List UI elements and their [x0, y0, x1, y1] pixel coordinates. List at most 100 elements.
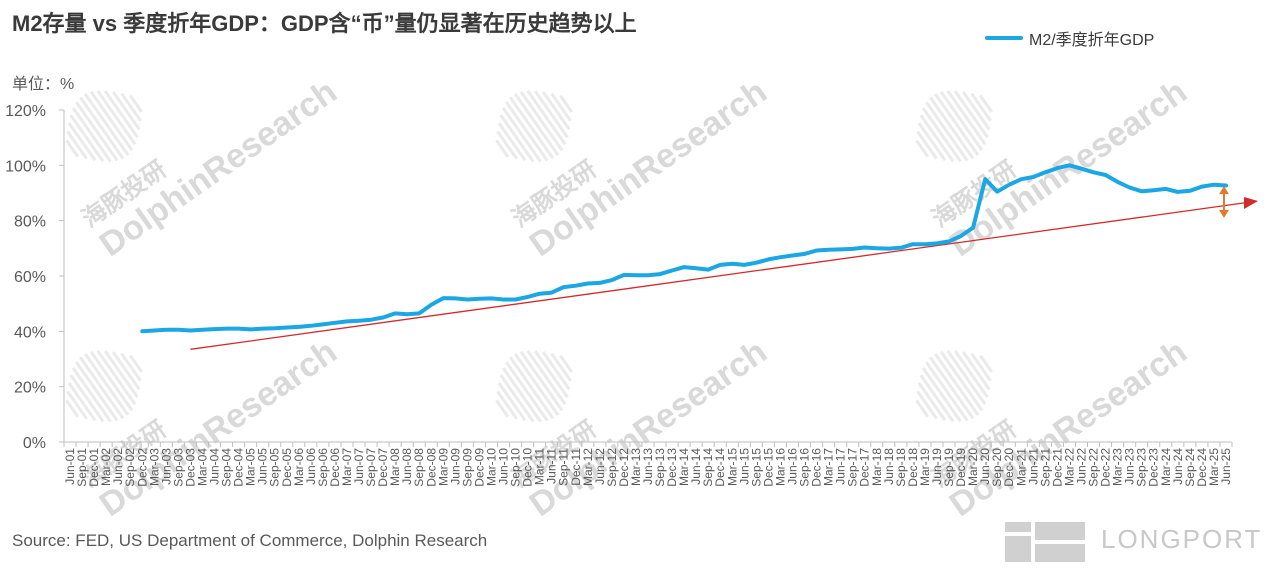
- x-tick-label: Mar-07: [340, 448, 354, 486]
- x-tick-label: Jun-03: [159, 448, 173, 485]
- x-tick-label: Dec-14: [713, 448, 727, 487]
- x-tick-label: Sep-09: [460, 448, 474, 487]
- x-tick-label: Mar-02: [99, 448, 113, 486]
- x-tick-label: Jun-22: [1074, 448, 1088, 485]
- x-tick-label: Mar-23: [1111, 448, 1125, 486]
- watermark-en: DolphinResearch: [523, 333, 774, 525]
- x-tick-label: Dec-05: [280, 448, 294, 487]
- legend-label: M2/季度折年GDP: [1029, 32, 1155, 49]
- x-tick-label: Dec-02: [135, 448, 149, 487]
- x-tick-label: Sep-12: [605, 448, 619, 487]
- legend-swatch: [985, 36, 1023, 40]
- source-note: Source: FED, US Department of Commerce, …: [12, 531, 488, 550]
- y-tick-label: 100%: [5, 158, 46, 175]
- x-tick-label: Mar-12: [581, 448, 595, 486]
- x-tick-label: Dec-04: [232, 448, 246, 487]
- x-tick-label: Jun-11: [545, 448, 559, 484]
- x-tick-label: Jun-25: [1219, 448, 1233, 485]
- x-tick-label: Mar-13: [629, 448, 643, 486]
- x-tick-label: Dec-09: [472, 448, 486, 487]
- x-tick-label: Jun-16: [785, 448, 799, 485]
- x-tick-label: Sep-17: [846, 448, 860, 487]
- x-tick-label: Mar-20: [966, 448, 980, 486]
- x-tick-label: Dec-06: [328, 448, 342, 487]
- y-tick-label: 20%: [14, 380, 46, 397]
- x-tick-label: Dec-24: [1195, 448, 1209, 487]
- x-tick-label: Dec-23: [1147, 448, 1161, 487]
- x-tick-label: Jun-10: [497, 448, 511, 485]
- x-tick-label: Jun-02: [111, 448, 125, 485]
- x-tick-label: Sep-11: [557, 448, 571, 486]
- x-tick-label: Sep-15: [749, 448, 763, 487]
- watermark-en: DolphinResearch: [943, 73, 1194, 265]
- chart-title: M2存量 vs 季度折年GDP：GDP含“币”量仍显著在历史趋势以上: [12, 11, 637, 36]
- watermark-en: DolphinResearch: [93, 73, 344, 265]
- x-tick-label: Sep-20: [990, 448, 1004, 487]
- x-tick-label: Jun-21: [1026, 448, 1040, 485]
- x-tick-label: Mar-15: [725, 448, 739, 486]
- gap-arrow-head-bottom: [1218, 209, 1229, 218]
- x-tick-label: Dec-17: [858, 448, 872, 487]
- x-tick-label: Mar-03: [147, 448, 161, 486]
- longport-logo-icon: [1005, 516, 1087, 562]
- x-tick-label: Sep-21: [1038, 448, 1052, 487]
- x-tick-label: Dec-11: [569, 448, 583, 486]
- annotation-layer: [1218, 186, 1229, 218]
- x-tick-label: Jun-09: [448, 448, 462, 485]
- x-tick-label: Jun-04: [208, 448, 222, 485]
- x-tick-label: Sep-03: [171, 448, 185, 487]
- x-tick-label: Dec-03: [183, 448, 197, 487]
- x-tick-label: Jun-08: [400, 448, 414, 485]
- x-tick-label: Mar-22: [1062, 448, 1076, 486]
- x-tick-label: Jun-12: [593, 448, 607, 485]
- x-tick-label: Sep-04: [220, 448, 234, 487]
- x-tick-label: Dec-20: [1002, 448, 1016, 487]
- x-tick-label: Jun-24: [1171, 448, 1185, 485]
- x-tick-label: Mar-24: [1159, 448, 1173, 486]
- x-tick-label: Mar-21: [1014, 448, 1028, 486]
- series-line-m2-gdp: [140, 163, 1228, 334]
- watermark-en: DolphinResearch: [943, 333, 1194, 525]
- x-tick-label: Sep-19: [942, 448, 956, 487]
- x-tick-label: Sep-05: [268, 448, 282, 487]
- x-tick-label: Dec-16: [810, 448, 824, 487]
- x-tick-label: Sep-10: [509, 448, 523, 487]
- x-tick-label: Dec-08: [424, 448, 438, 487]
- x-tick-label: Jun-20: [978, 448, 992, 485]
- x-tick-label: Mar-09: [436, 448, 450, 486]
- series-layer: [140, 163, 1228, 334]
- y-tick-label: 0%: [23, 435, 46, 452]
- x-tick-label: Jun-17: [834, 448, 848, 485]
- unit-label: 单位：%: [12, 76, 75, 93]
- trend-line: [190, 202, 1247, 350]
- gap-arrow-head-top: [1218, 186, 1229, 195]
- x-tick-label: Sep-08: [412, 448, 426, 487]
- x-tick-label: Mar-19: [918, 448, 932, 486]
- x-tick-label: Sep-02: [123, 448, 137, 487]
- y-tick-label: 60%: [14, 269, 46, 286]
- x-tick-label: Jun-18: [882, 448, 896, 485]
- logo-text: LONGPORT: [1101, 523, 1263, 554]
- x-tick-label: Sep-16: [798, 448, 812, 487]
- x-tick-label: Dec-22: [1099, 448, 1113, 487]
- x-tick-label: Dec-15: [761, 448, 775, 487]
- x-tick-label: Mar-08: [388, 448, 402, 486]
- y-tick-label: 80%: [14, 214, 46, 231]
- x-tick-label: Jun-01: [63, 448, 77, 485]
- y-tick-label: 120%: [5, 103, 46, 120]
- x-tick-label: Jun-13: [641, 448, 655, 485]
- x-tick-label: Mar-18: [870, 448, 884, 486]
- x-tick-label: Jun-15: [737, 448, 751, 485]
- x-tick-label: Sep-24: [1183, 448, 1197, 487]
- watermark-en: DolphinResearch: [523, 73, 774, 265]
- x-tick-label: Dec-07: [376, 448, 390, 487]
- x-tick-label: Dec-18: [906, 448, 920, 487]
- x-tick-label: Mar-14: [677, 448, 691, 486]
- x-tick-label: Jun-05: [256, 448, 270, 485]
- x-axis-ticks: Jun-01Sep-01Dec-01Mar-02Jun-02Sep-02Dec-…: [63, 442, 1233, 487]
- x-tick-label: Sep-06: [316, 448, 330, 487]
- x-tick-label: Jun-23: [1123, 448, 1137, 485]
